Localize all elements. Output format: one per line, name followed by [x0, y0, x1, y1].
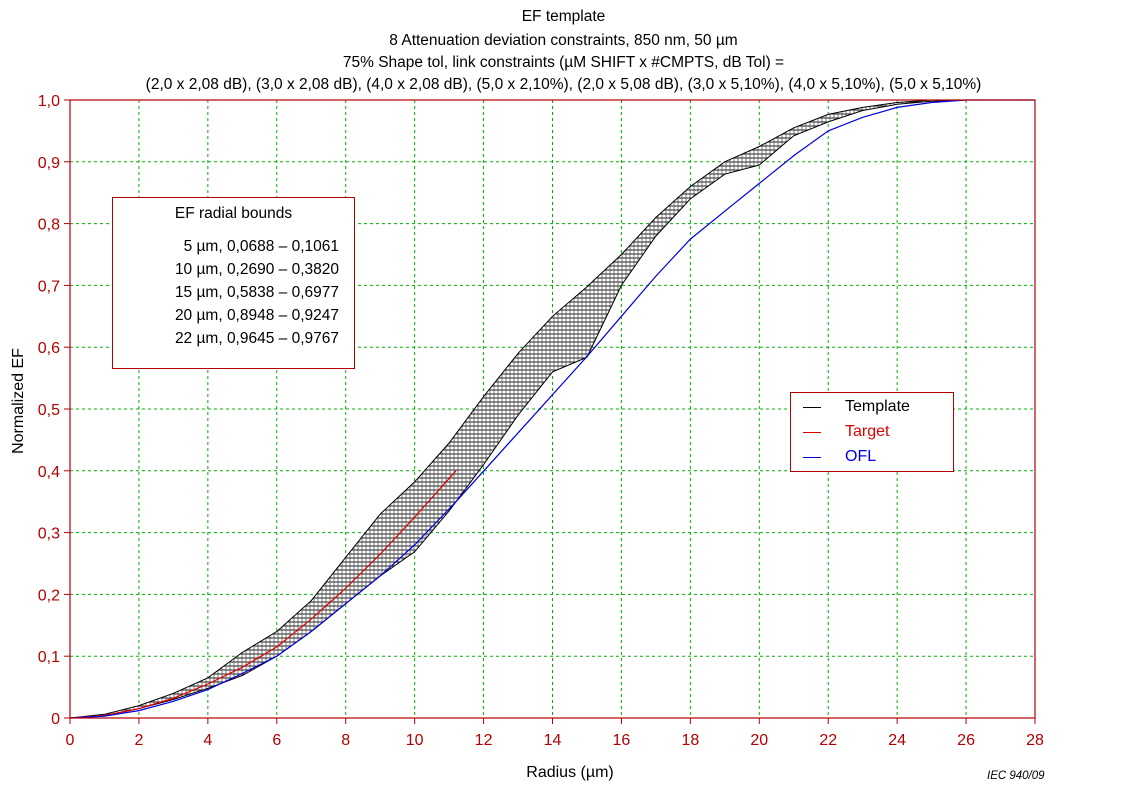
x-tick-label: 20 [750, 732, 768, 749]
x-tick-label: 22 [819, 732, 837, 749]
legend-item-target: Target [803, 422, 889, 442]
x-tick-label: 28 [1026, 732, 1044, 749]
y-tick-label: 0,5 [38, 402, 60, 419]
x-tick-label: 6 [272, 732, 281, 749]
template-upper-line [69, 99, 1035, 719]
series-lines-group [69, 99, 1035, 719]
legend-item-ofl: OFL [803, 447, 876, 467]
series-line-ofl [69, 99, 1035, 719]
template-lower-line [69, 99, 1035, 719]
x-tick-label: 2 [134, 732, 143, 749]
x-tick-label: 24 [888, 732, 906, 749]
chart-title: EF template [521, 8, 606, 25]
radial-bound-row: 10 µm, 0,2690 – 0,3820 [174, 261, 339, 278]
y-axis-title: Normalized EF [10, 348, 27, 454]
axes [64, 99, 1036, 724]
y-tick-label: 0,1 [38, 649, 60, 666]
legend-swatch-ofl [803, 456, 821, 458]
chart-subtitle-2: 75% Shape tol, link constraints (µM SHIF… [342, 54, 785, 71]
tick-labels: 0 2 4 6 8 10 12 14 16 18 20 22 24 26 2800,10,20,30,40,… [38, 93, 1044, 749]
radial-bound-row: 5 µm, 0,0688 – 0,1061 [183, 238, 339, 255]
chart-subtitle-1: 8 Attenuation deviation constraints, 850… [389, 32, 738, 49]
y-tick-label: 0,7 [38, 278, 60, 295]
y-tick-label: 0,9 [38, 155, 60, 172]
y-tick-label: 0,8 [38, 217, 60, 234]
radial-bound-row: 22 µm, 0,9645 – 0,9767 [174, 330, 339, 347]
y-tick-label: 0,2 [38, 587, 60, 604]
legend-label-template: Template [845, 398, 910, 415]
x-tick-label: 8 [341, 732, 350, 749]
legend-swatch-target [803, 431, 821, 433]
x-tick-label: 10 [406, 732, 424, 749]
legend-label-ofl: OFL [845, 448, 877, 465]
figure-credit: IEC 940/09 [987, 770, 1045, 782]
legend-label-target: Target [845, 423, 890, 440]
radial-bounds-title: EF radial bounds [174, 205, 293, 222]
y-tick-label: 0 [51, 711, 60, 728]
legend-swatch-template [803, 406, 821, 408]
y-tick-label: 0,4 [38, 464, 60, 481]
x-axis-title: Radius (µm) [526, 764, 614, 781]
template-band-group [69, 99, 1035, 719]
radial-bound-row: 20 µm, 0,8948 – 0,9247 [174, 307, 339, 324]
radial-bound-row: 15 µm, 0,5838 – 0,6977 [174, 284, 339, 301]
y-tick-label: 0,3 [38, 526, 60, 543]
legend: Template Target OFL [790, 392, 954, 472]
y-tick-label: 0,6 [38, 340, 60, 357]
chart-subtitle-3: (2,0 x 2,08 dB), (3,0 x 2,08 dB), (4,0 x… [145, 76, 982, 93]
x-tick-label: 26 [957, 732, 975, 749]
x-tick-label: 4 [203, 732, 212, 749]
legend-item-template: Template [803, 397, 910, 417]
x-tick-label: 0 [66, 732, 75, 749]
x-tick-label: 14 [544, 732, 562, 749]
y-tick-label: 1,0 [38, 93, 60, 110]
x-tick-label: 18 [681, 732, 699, 749]
x-tick-label: 12 [475, 732, 493, 749]
x-tick-label: 16 [613, 732, 631, 749]
radial-bounds-box: EF radial bounds 5 µm, 0,0688 – 0,1061 1… [112, 197, 355, 369]
series-line-target [69, 470, 457, 719]
